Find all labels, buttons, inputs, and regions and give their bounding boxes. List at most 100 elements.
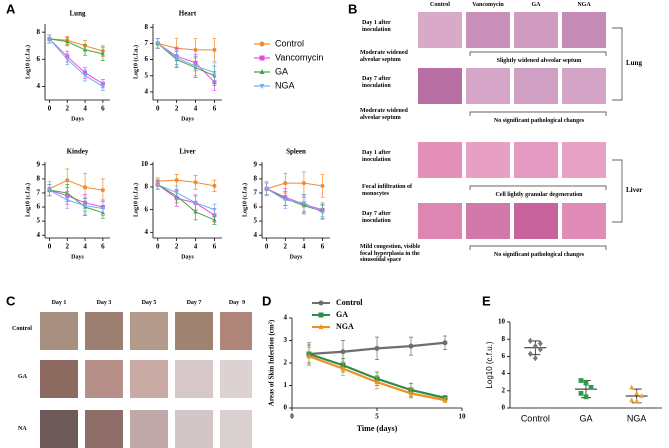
marker <box>634 390 640 396</box>
marker <box>100 188 105 193</box>
row-label: GA <box>18 374 27 380</box>
x-tick-label: GA <box>579 413 592 423</box>
x-tick-label: 6 <box>321 243 325 251</box>
y-tick-label: 6 <box>37 203 41 211</box>
row-label: Day 7 after inoculation <box>362 76 391 89</box>
subplot-title: Kindey <box>67 148 89 156</box>
y-axis-label: Log10 (c.f.u.) <box>24 45 31 79</box>
marker <box>212 70 217 75</box>
marker <box>174 191 179 196</box>
finding: Slightly widened alveolar septum <box>496 58 582 64</box>
y-tick-label: 8 <box>502 335 506 343</box>
x-tick-label: 0 <box>265 243 269 251</box>
marker <box>155 41 160 46</box>
legend-label: Vancomycin <box>275 52 323 62</box>
y-tick-label: 4 <box>502 369 506 377</box>
subplot-title: Heart <box>179 10 197 18</box>
wound-photos <box>40 312 252 448</box>
row-label: Day 1 after inoculation <box>362 150 391 163</box>
marker <box>301 201 306 206</box>
legend-marker <box>259 69 265 74</box>
marker <box>408 390 414 396</box>
row-label: Day 1 after inoculation <box>362 20 391 33</box>
marker <box>193 209 198 214</box>
y-axis-label: Log10 (c.f.u.) <box>24 183 31 217</box>
marker <box>283 198 288 203</box>
column-header: Day 3 <box>96 300 112 306</box>
marker <box>65 39 70 44</box>
y-tick-label: 4 <box>37 82 41 90</box>
legend-marker <box>259 55 265 61</box>
row-label: Control <box>12 326 32 332</box>
legend-label: Control <box>336 298 363 307</box>
y-tick-label: 4 <box>284 314 288 322</box>
x-tick-label: 4 <box>83 105 87 113</box>
marker <box>155 183 160 188</box>
y-tick-label: 2 <box>502 386 506 394</box>
x-tick-label: Control <box>521 413 550 423</box>
finding: No significant pathological changes <box>493 118 585 124</box>
organ-label: Liver <box>626 186 643 194</box>
y-tick-label: 3 <box>284 336 288 344</box>
marker <box>583 380 589 386</box>
marker <box>320 211 325 216</box>
y-tick-label: 9 <box>37 160 41 168</box>
marker <box>212 183 217 188</box>
legend-label: GA <box>336 310 348 319</box>
marker <box>212 208 217 213</box>
panel-label: C <box>6 293 16 308</box>
x-tick-label: 6 <box>101 105 105 113</box>
marker <box>47 188 52 193</box>
x-axis-label: Days <box>71 254 84 260</box>
x-tick-label: 2 <box>284 243 288 251</box>
x-tick-label: 2 <box>66 243 70 251</box>
finding: Moderate widened alveolar septum <box>360 50 408 63</box>
x-tick-label: 4 <box>194 105 198 113</box>
column-header: Day 7 <box>186 300 202 306</box>
marker <box>442 397 448 403</box>
line <box>157 184 215 216</box>
marker <box>578 378 584 383</box>
panel-label: E <box>482 293 491 308</box>
x-tick-label: NGA <box>627 413 647 423</box>
legend-marker <box>318 312 324 318</box>
line <box>157 184 215 221</box>
y-tick-label: 7 <box>254 189 258 197</box>
marker <box>83 204 88 209</box>
y-tick-label: 1 <box>284 381 288 389</box>
y-tick-label: 7 <box>37 189 41 197</box>
y-tick-label: 10 <box>141 160 149 168</box>
panel-label: A <box>6 1 16 16</box>
line <box>266 188 323 212</box>
marker <box>47 37 52 42</box>
column-header: Day 1 <box>51 300 67 306</box>
column-header: NGA <box>577 2 591 8</box>
column-header: Day 5 <box>141 300 157 306</box>
row-label: NA <box>18 426 27 432</box>
finding: No significant pathological changes <box>493 252 585 258</box>
line <box>157 184 215 211</box>
x-axis-label: Days <box>290 254 303 260</box>
y-tick-label: 9 <box>254 160 258 168</box>
y-tick-label: 4 <box>37 231 41 239</box>
legend-marker <box>318 300 324 306</box>
x-tick-label: 0 <box>48 105 52 113</box>
marker <box>83 73 88 78</box>
marker <box>578 390 584 396</box>
x-tick-label: 4 <box>83 243 87 251</box>
marker <box>65 57 70 62</box>
y-tick-label: 7 <box>145 39 149 47</box>
legend-label: GA <box>275 66 288 76</box>
marker <box>527 337 533 345</box>
marker <box>537 340 543 347</box>
legend-marker <box>318 324 324 329</box>
y-axis-label: Log10 (c.f.u.) <box>132 183 139 217</box>
y-tick-label: 2 <box>284 359 288 367</box>
line <box>49 179 103 191</box>
subplot-title: Liver <box>179 148 195 156</box>
x-tick-label: 2 <box>175 243 179 251</box>
x-tick-label: 0 <box>156 105 160 113</box>
marker <box>65 178 70 183</box>
line <box>49 189 103 208</box>
